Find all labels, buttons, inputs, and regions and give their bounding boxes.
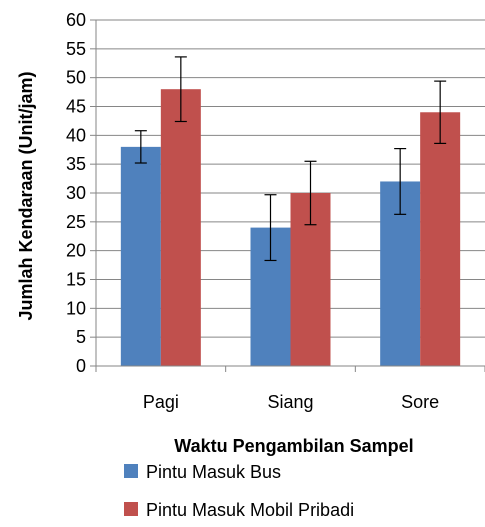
bar [420, 112, 461, 367]
legend-swatch [124, 502, 138, 516]
bars [120, 89, 461, 367]
legend: Pintu Masuk Bus Pintu Masuk Mobil Pribadi [124, 462, 354, 520]
x-tick-label: Sore [401, 392, 439, 412]
y-tick-label: 30 [66, 183, 86, 203]
y-tick-label: 45 [66, 97, 86, 117]
bar [120, 146, 161, 366]
y-tick-label: 25 [66, 212, 86, 232]
y-tick-labels: 0 5 10 15 20 25 30 35 40 45 50 55 60 [66, 10, 86, 376]
axes [90, 19, 485, 372]
legend-swatch [124, 464, 138, 478]
x-tick-label: Pagi [143, 392, 179, 412]
error-bars [134, 56, 447, 262]
y-tick-label: 60 [66, 10, 86, 30]
y-tick-label: 0 [76, 356, 86, 376]
y-axis-title: Jumlah Kendaraan (Unit/jam) [16, 71, 36, 320]
legend-label: Pintu Masuk Mobil Pribadi [146, 500, 354, 520]
y-tick-label: 5 [76, 327, 86, 347]
legend-label: Pintu Masuk Bus [146, 462, 281, 482]
y-tick-label: 40 [66, 125, 86, 145]
x-tick-label: Siang [267, 392, 313, 412]
y-tick-label: 15 [66, 270, 86, 290]
y-tick-label: 10 [66, 298, 86, 318]
x-tick-labels: Pagi Siang Sore [143, 392, 439, 412]
y-tick-label: 35 [66, 154, 86, 174]
y-tick-label: 55 [66, 39, 86, 59]
y-tick-label: 20 [66, 241, 86, 261]
y-tick-label: 50 [66, 68, 86, 88]
bar [160, 89, 201, 366]
x-axis-title: Waktu Pengambilan Sampel [174, 436, 413, 456]
